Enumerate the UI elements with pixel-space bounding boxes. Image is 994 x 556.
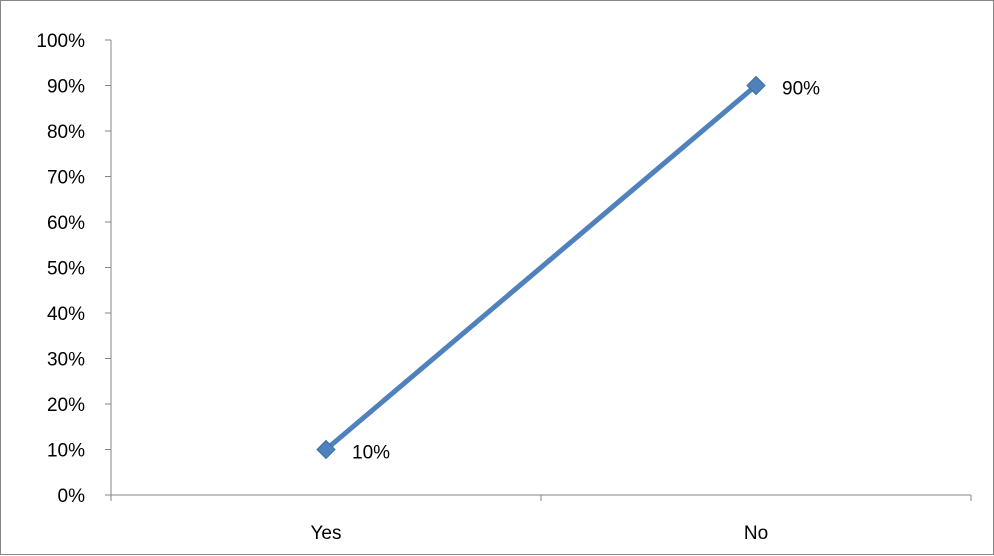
y-tick-label: 20% xyxy=(47,395,85,416)
y-tick-label: 90% xyxy=(47,77,85,98)
y-axis-tick-labels: 0% 10% 20% 30% 40% 50% 60% 70% 80% 90% 100% xyxy=(36,31,85,507)
y-tick-label: 60% xyxy=(47,213,85,234)
y-tick-label: 80% xyxy=(47,122,85,143)
y-tick-label: 0% xyxy=(58,486,86,507)
data-label: 10% xyxy=(352,443,390,464)
y-tick-label: 70% xyxy=(47,168,85,189)
y-tick-label: 10% xyxy=(47,441,85,462)
data-labels: 10% 90% xyxy=(352,79,820,464)
series-plot xyxy=(317,77,765,459)
x-axis-tick-labels: Yes No xyxy=(311,523,769,544)
x-tick-label: No xyxy=(744,523,768,544)
x-tick-label: Yes xyxy=(311,523,342,544)
y-tick-label: 100% xyxy=(36,31,85,52)
series-line xyxy=(326,86,756,450)
y-tick-label: 50% xyxy=(47,259,85,280)
data-label: 90% xyxy=(782,79,820,100)
y-tick-label: 40% xyxy=(47,304,85,325)
y-tick-label: 30% xyxy=(47,350,85,371)
